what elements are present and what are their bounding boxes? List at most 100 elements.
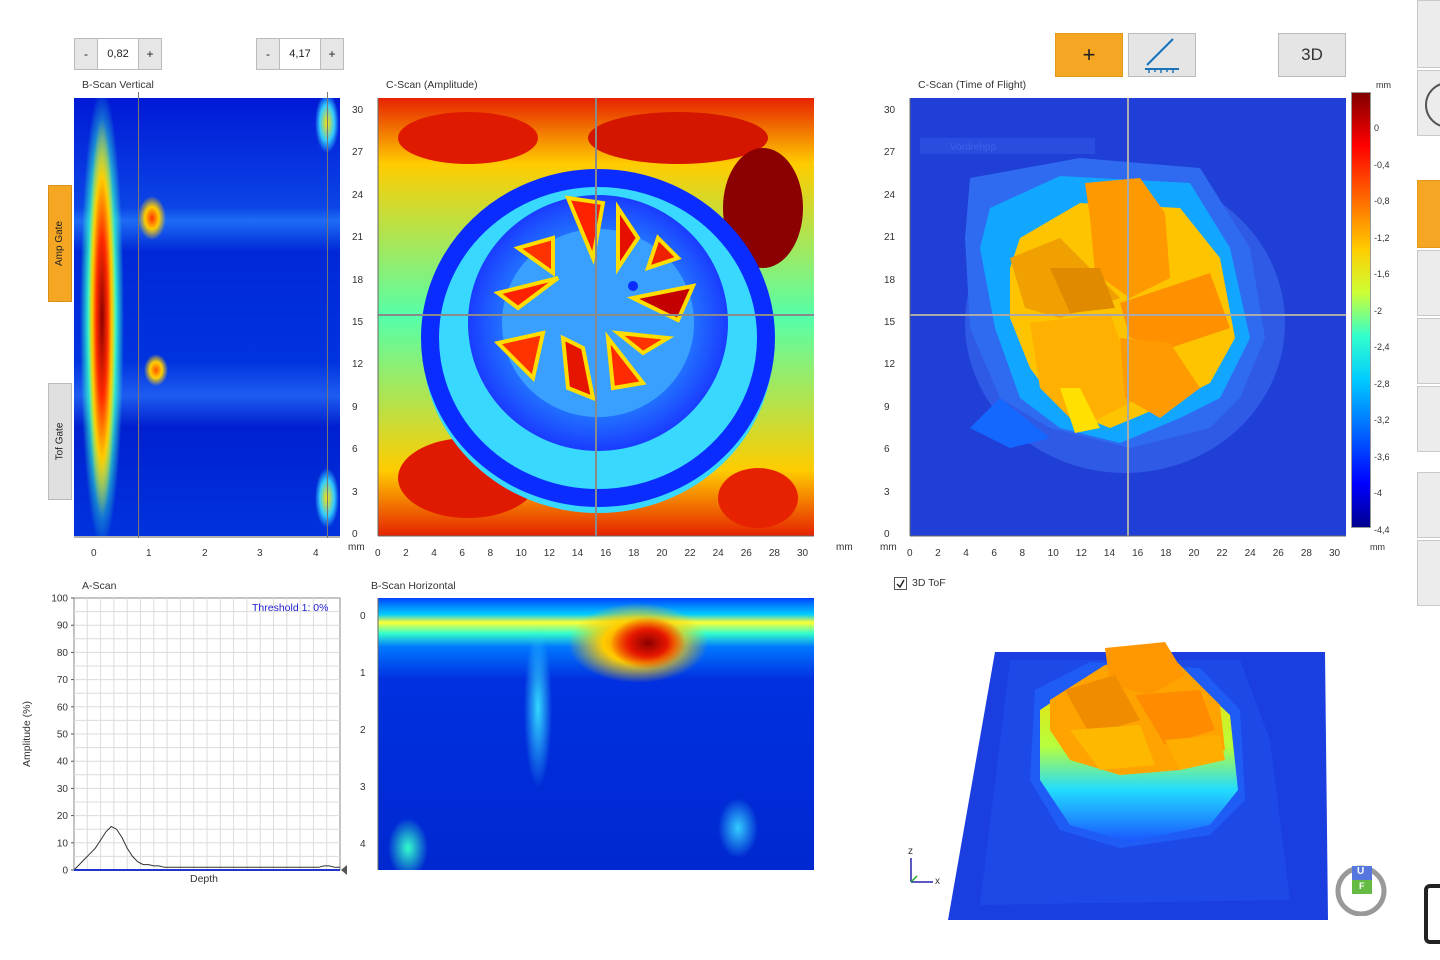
unit-label: mm — [348, 542, 365, 553]
tick-label: 16 — [1132, 548, 1144, 559]
tick-label: -1,2 — [1374, 232, 1390, 243]
tick-label: 22 — [1216, 548, 1228, 559]
tick-label: -2,4 — [1374, 342, 1390, 353]
colorbar[interactable] — [1351, 92, 1371, 528]
tick-label: 26 — [1272, 548, 1284, 559]
minus-button[interactable]: - — [75, 39, 98, 69]
tick-label: 18 — [1160, 548, 1172, 559]
unit-label: mm — [880, 542, 897, 553]
sidebar-button-1[interactable] — [1417, 0, 1440, 68]
sidebar-button-7[interactable] — [1417, 472, 1440, 538]
y-tick-label: 90 — [57, 621, 69, 632]
tick-label: 0 — [352, 529, 358, 540]
minus-button[interactable]: - — [257, 39, 280, 69]
add-label: + — [1082, 42, 1096, 67]
tick-label: 0 — [360, 611, 366, 622]
tick-label: 10 — [1047, 548, 1059, 559]
tick-label: 12 — [352, 359, 364, 371]
tick-label: -0,4 — [1374, 159, 1390, 170]
view-3d-button[interactable]: 3D — [1278, 33, 1346, 77]
tick-label: 10 — [515, 548, 527, 559]
tick-label: 30 — [352, 105, 364, 116]
tick-label: -4 — [1374, 488, 1383, 499]
tick-label: 1 — [360, 668, 366, 679]
sidebar-button-8[interactable] — [1417, 540, 1440, 606]
tick-label: 0 — [375, 548, 381, 559]
tick-label: 30 — [1329, 548, 1341, 559]
cscan-tof-cursor-vertical[interactable] — [1127, 98, 1129, 536]
tick-label: 6 — [352, 444, 358, 456]
tick-label: -3,2 — [1374, 415, 1390, 426]
tick-label: 9 — [352, 401, 358, 413]
bscan-vertical-title: B-Scan Vertical — [82, 79, 154, 91]
overlay-text: Vordrehpp — [950, 142, 997, 153]
bscan-horizontal-title: B-Scan Horizontal — [371, 580, 456, 592]
x-tick: 4 — [313, 548, 319, 559]
bscan-vertical-cursor-right[interactable] — [327, 92, 328, 538]
sidebar-button-5[interactable] — [1417, 318, 1440, 384]
cscan-tof-cursor-horizontal[interactable] — [910, 314, 1346, 316]
y-tick-label: 100 — [51, 594, 68, 605]
viewcube-icon — [1335, 865, 1387, 917]
tick-label: 4 — [963, 548, 969, 559]
tick-label: 27 — [884, 147, 896, 159]
amp-gate-button[interactable]: Amp Gate — [48, 185, 72, 302]
unit-label: mm — [836, 542, 853, 553]
x-tick: 1 — [146, 548, 152, 559]
tick-label: 2 — [360, 725, 366, 736]
tick-label: 20 — [1188, 548, 1200, 559]
y-tick-label: 30 — [57, 784, 69, 795]
tick-label: -2,8 — [1374, 378, 1390, 389]
cscan-amplitude-axes — [377, 98, 814, 537]
tick-label: 6 — [991, 548, 997, 559]
cscan-tof-axes — [909, 98, 1346, 537]
colorbar-unit-bottom: mm — [1370, 542, 1385, 552]
ascan-title: A-Scan — [82, 580, 117, 592]
tick-label: 15 — [352, 317, 364, 328]
tick-label: 4 — [360, 839, 366, 850]
y-tick-label: 50 — [57, 730, 69, 741]
cscan-amplitude-title: C-Scan (Amplitude) — [386, 79, 478, 91]
plus-button[interactable]: + — [320, 39, 343, 69]
bscan-vertical-cursor-left[interactable] — [138, 92, 139, 538]
sidebar-button-4[interactable] — [1417, 250, 1440, 316]
tick-label: -1,6 — [1374, 269, 1390, 280]
cscan-tof-image: Vordrehpp — [910, 98, 1346, 536]
logo-u: U — [1357, 866, 1365, 877]
axis-x-label: x — [935, 876, 940, 887]
y-tick-label: 0 — [62, 866, 68, 877]
tick-label: 26 — [740, 548, 752, 559]
ascan-series-line — [73, 825, 340, 871]
bscan-vertical-plot[interactable] — [74, 98, 340, 536]
stepper-value-input[interactable]: 4,17 — [289, 48, 311, 60]
add-cursor-button[interactable]: + — [1055, 33, 1123, 77]
sidebar-button-6[interactable] — [1417, 386, 1440, 452]
gate-marker-icon[interactable] — [341, 865, 347, 875]
cscan-amplitude-cursor-vertical[interactable] — [595, 98, 597, 536]
3d-tof-checkbox[interactable] — [894, 577, 907, 590]
tick-label: 16 — [600, 548, 612, 559]
tick-label: 6 — [459, 548, 465, 559]
sidebar-button-2[interactable] — [1417, 70, 1440, 136]
measure-button[interactable] — [1128, 33, 1196, 77]
ascan-xlabel: Depth — [190, 873, 219, 885]
ascan-ylabel: Amplitude (%) — [20, 701, 33, 767]
sidebar-button-3[interactable] — [1417, 180, 1440, 248]
tof-gate-button[interactable]: Tof Gate — [48, 383, 72, 500]
tick-label: 24 — [352, 189, 364, 201]
tick-label: 12 — [884, 359, 896, 371]
bscan-vertical-x-axis — [74, 536, 340, 538]
bscan-horizontal-plot[interactable] — [378, 598, 814, 870]
3d-view[interactable] — [940, 620, 1340, 930]
stepper-value-input[interactable]: 0,82 — [107, 48, 129, 60]
tick-label: 18 — [628, 548, 640, 559]
stepper-left: - 0,82 + — [74, 38, 162, 70]
viewcube-logo[interactable]: U F — [1334, 862, 1388, 917]
plus-button[interactable]: + — [138, 39, 161, 69]
view-3d-label: 3D — [1301, 45, 1323, 64]
cscan-amplitude-cursor-horizontal[interactable] — [378, 314, 814, 316]
tick-label: 8 — [1019, 548, 1026, 559]
device-icon[interactable] — [1424, 884, 1440, 944]
cscan-tof-title: C-Scan (Time of Flight) — [918, 79, 1027, 91]
